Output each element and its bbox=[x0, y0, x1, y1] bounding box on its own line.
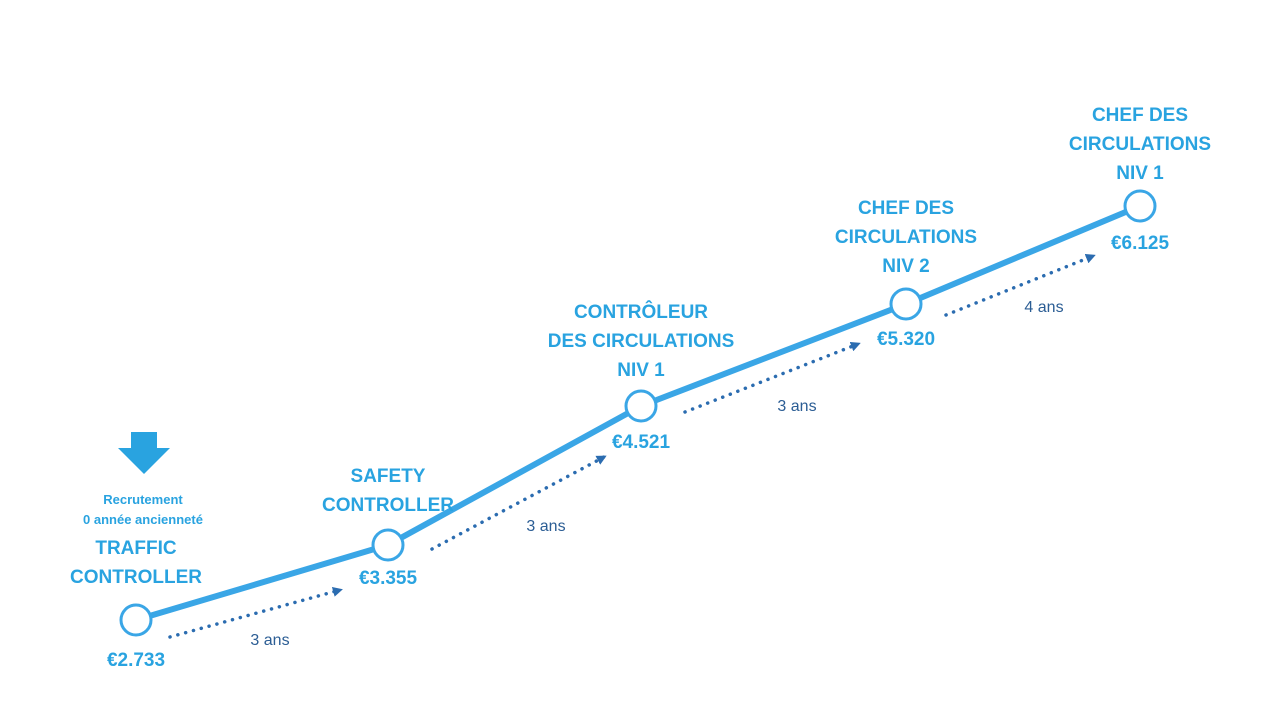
step-title-line: CHEF DES bbox=[1091, 105, 1189, 126]
step-title-line: CIRCULATIONS bbox=[834, 227, 978, 248]
transition-duration-4: 4 ans bbox=[1024, 299, 1064, 316]
step-title-1: TRAFFIC CONTROLLER bbox=[70, 534, 202, 592]
step-title-line: SAFETY bbox=[350, 466, 426, 487]
transition-duration-3: 3 ans bbox=[777, 398, 817, 415]
arrow-down-icon bbox=[118, 432, 170, 474]
step-title-line: NIV 2 bbox=[882, 256, 930, 277]
step-salary-2: €3.355 bbox=[358, 568, 418, 589]
step-title-5: CHEF DES CIRCULATIONS NIV 1 bbox=[1069, 101, 1211, 188]
career-node-4 bbox=[889, 287, 923, 321]
dotted-transition-arrow-1 bbox=[168, 587, 343, 639]
career-node-2 bbox=[371, 528, 405, 562]
step-title-line: DES CIRCULATIONS bbox=[547, 331, 735, 352]
step-salary-1: €2.733 bbox=[106, 650, 166, 671]
career-node-3 bbox=[624, 389, 658, 423]
step-title-line: TRAFFIC bbox=[95, 538, 177, 559]
transition-duration-2: 3 ans bbox=[526, 518, 566, 535]
step-title-line: CONTROLLER bbox=[70, 567, 202, 588]
recruitment-note: Recrutement 0 année ancienneté bbox=[83, 490, 203, 530]
step-title-line: CIRCULATIONS bbox=[1068, 134, 1212, 155]
step-title-line: NIV 1 bbox=[1116, 163, 1164, 184]
recruitment-line-1: Recrutement bbox=[103, 492, 183, 507]
career-node-5 bbox=[1123, 189, 1157, 223]
step-title-line: CONTROLLER bbox=[322, 495, 454, 516]
recruitment-line-2: 0 année ancienneté bbox=[83, 512, 203, 527]
step-title-line: NIV 1 bbox=[617, 360, 665, 381]
step-title-3: CONTRÔLEUR DES CIRCULATIONS NIV 1 bbox=[548, 298, 734, 385]
step-salary-3: €4.521 bbox=[611, 432, 671, 453]
step-title-line: CONTRÔLEUR bbox=[573, 302, 709, 323]
career-node-1 bbox=[119, 603, 153, 637]
dotted-transition-arrow-2 bbox=[430, 455, 607, 551]
dotted-transition-arrow-3 bbox=[683, 341, 861, 414]
step-salary-4: €5.320 bbox=[876, 329, 936, 350]
step-title-2: SAFETY CONTROLLER bbox=[322, 462, 454, 520]
step-title-4: CHEF DES CIRCULATIONS NIV 2 bbox=[835, 194, 977, 281]
step-salary-5: €6.125 bbox=[1110, 233, 1170, 254]
transition-duration-1: 3 ans bbox=[250, 632, 290, 649]
step-title-line: CHEF DES bbox=[857, 198, 955, 219]
